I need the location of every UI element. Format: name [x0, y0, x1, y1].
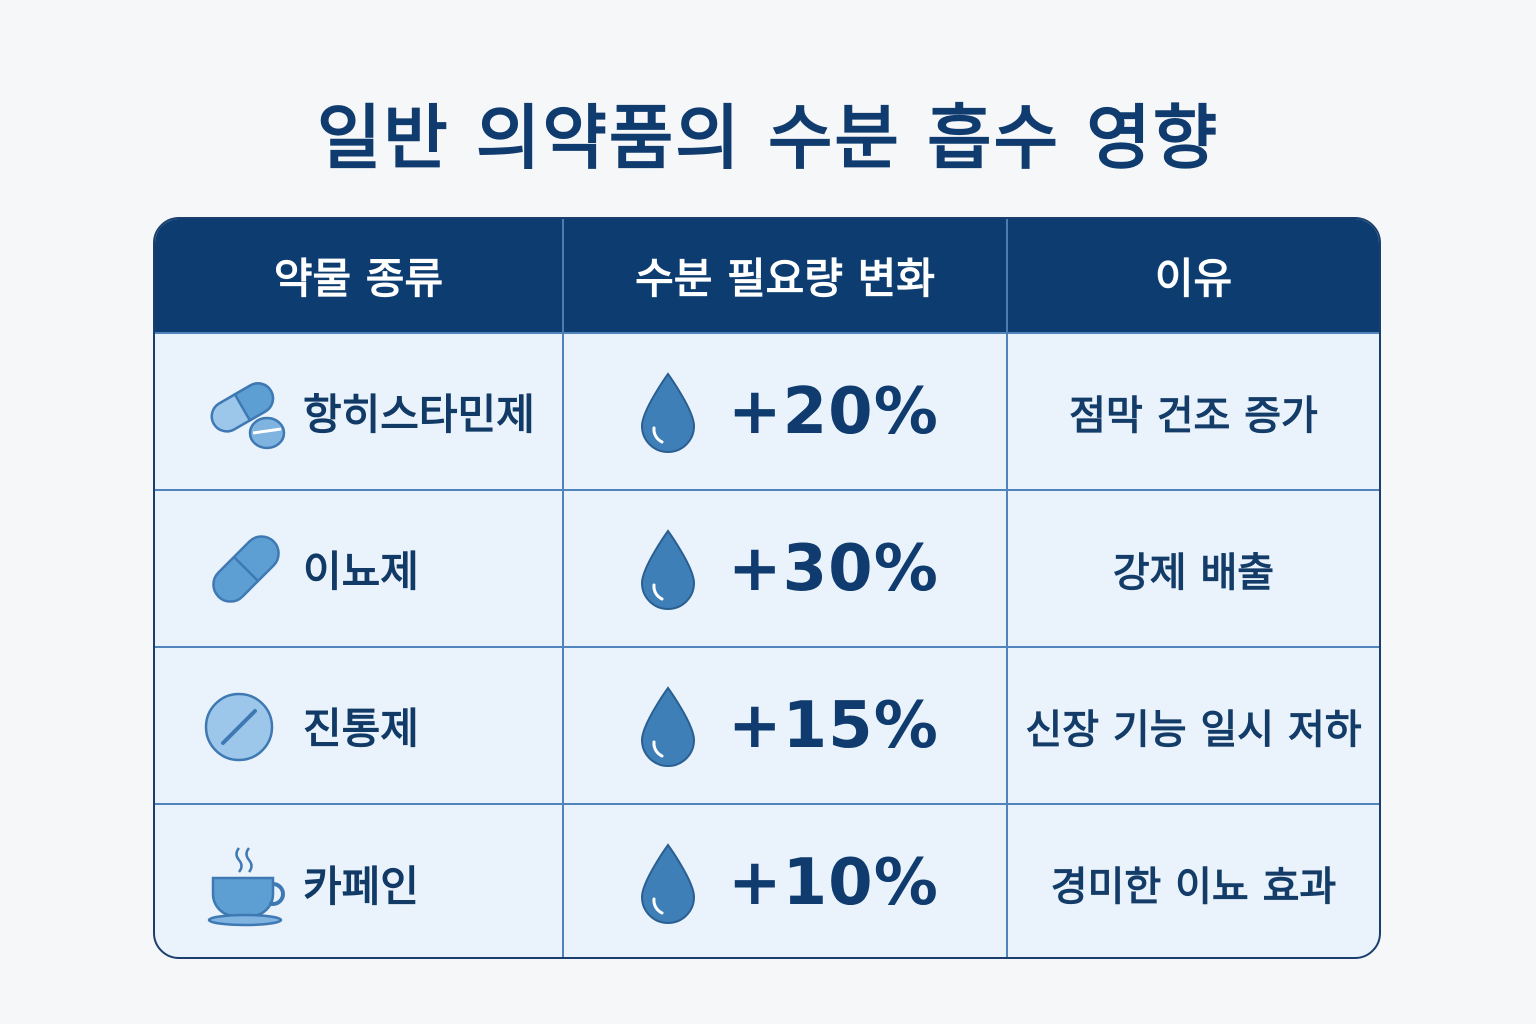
- drug-name: 진통제: [303, 704, 419, 753]
- water-change-value: +10%: [728, 846, 939, 920]
- water-change-value: +15%: [728, 688, 939, 763]
- table-header-row: 약물 종류 수분 필요량 변화 이유: [155, 219, 1379, 333]
- table-row: 카페인 +10% 경미한 이뇨 효과: [155, 803, 1379, 957]
- capsule-icon: [212, 534, 280, 603]
- table-row: 이뇨제 +30% 강제 배출: [155, 489, 1379, 647]
- drug-name: 카페인: [303, 861, 419, 911]
- reason-text: 강제 배출: [1007, 489, 1379, 647]
- tablet-icon: [204, 692, 274, 761]
- header-water-change: 수분 필요량 변화: [563, 219, 1008, 333]
- header-reason: 이유: [1154, 254, 1233, 303]
- reason-text: 점막 건조 증가: [1007, 332, 1379, 490]
- page-title: 일반 의약품의 수분 흡수 영향: [316, 97, 1220, 179]
- coffee-cup-icon: [207, 847, 285, 927]
- medication-table: 약물 종류 수분 필요량 변화 이유 항히스타민제: [153, 217, 1381, 959]
- reason-text: 신장 기능 일시 저하: [1007, 646, 1379, 804]
- water-change-value: +30%: [728, 531, 939, 606]
- drug-name: 항히스타민제: [303, 390, 535, 439]
- header-drug-type: 약물 종류: [155, 219, 564, 333]
- pills-icon: [210, 381, 286, 449]
- water-drop-icon: [640, 371, 696, 453]
- drug-name: 이뇨제: [303, 547, 419, 596]
- water-drop-icon: [640, 685, 696, 767]
- table-row: 진통제 +15% 신장 기능 일시 저하: [155, 646, 1379, 804]
- reason-text: 경미한 이뇨 효과: [1007, 803, 1379, 957]
- table-row: 항히스타민제 +20% 점막 건조 증가: [155, 332, 1379, 490]
- water-change-value: +20%: [728, 374, 939, 449]
- water-drop-icon: [640, 528, 696, 610]
- water-drop-icon: [640, 843, 696, 924]
